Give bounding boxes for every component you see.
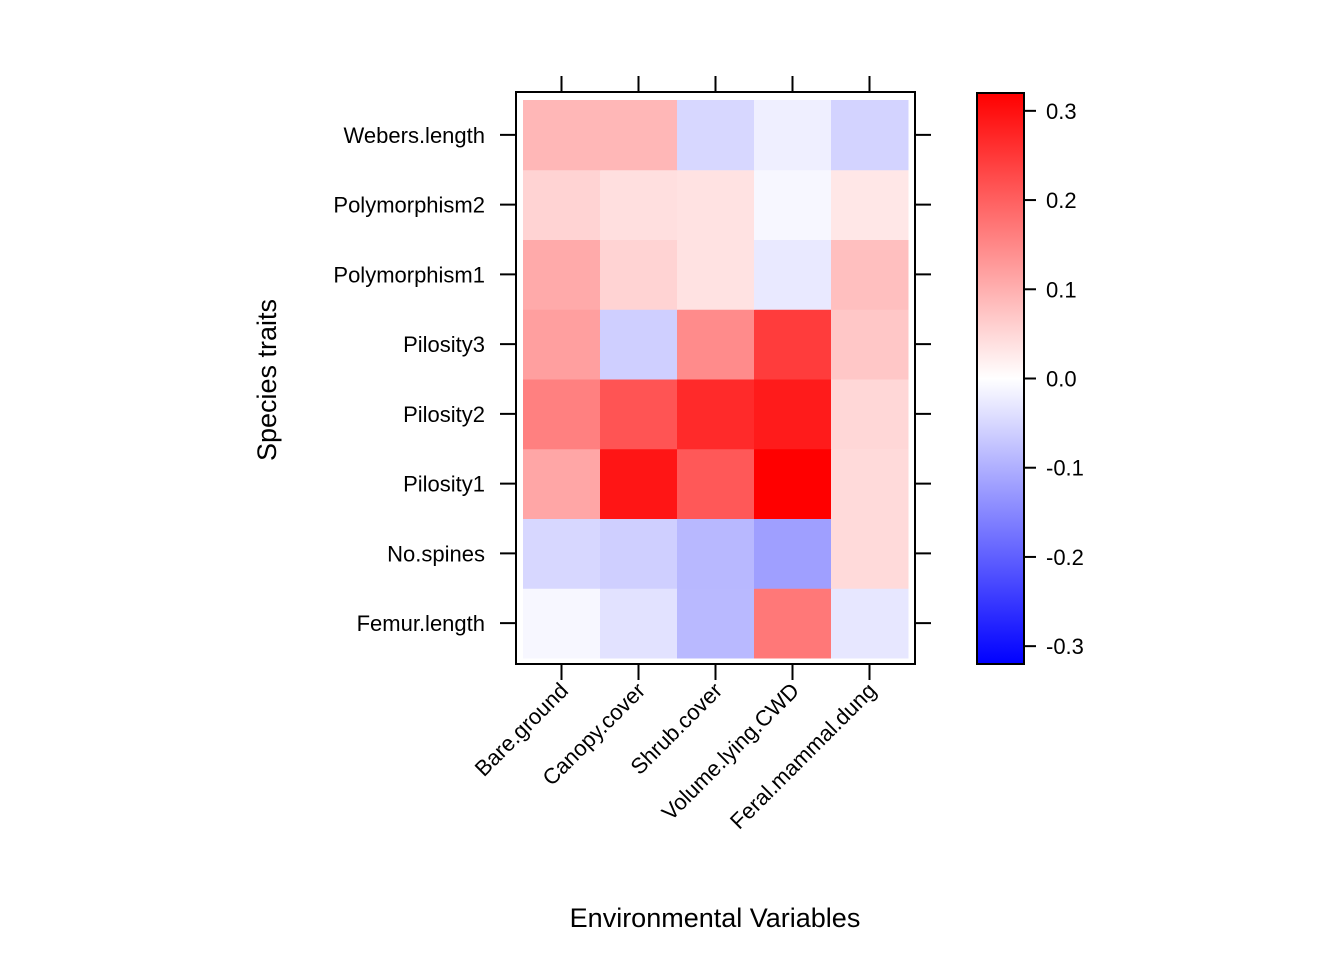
- heatmap-cell: [677, 518, 755, 589]
- heatmap-cell: [677, 239, 755, 310]
- heatmap-cell: [831, 448, 909, 519]
- heatmap-cell: [677, 588, 755, 659]
- heatmap-cell: [600, 169, 678, 240]
- heatmap-cell: [754, 448, 832, 519]
- y-axis-ticks: [500, 133, 931, 625]
- heatmap-cell: [754, 169, 832, 240]
- heatmap-cell: [677, 100, 755, 171]
- y-axis-title: Species traits: [252, 299, 282, 461]
- y-axis-tick-labels: Femur.length No.spines Pilosity1 Pilosity2 P…: [333, 123, 485, 636]
- heatmap-cell: [523, 379, 601, 450]
- heatmap-cell: [600, 518, 678, 589]
- x-axis-title: Environmental Variables: [570, 903, 861, 933]
- colorbar: [976, 92, 1025, 665]
- heatmap-cell: [600, 379, 678, 450]
- heatmap-cell: [831, 100, 909, 171]
- heatmap-cell: [523, 448, 601, 519]
- heatmap-cell: [523, 588, 601, 659]
- heatmap-cell: [754, 100, 832, 171]
- colorbar-tick-label: -0.2: [1046, 545, 1084, 570]
- colorbar-tick-label: 0.1: [1046, 277, 1077, 302]
- heatmap-cell: [754, 518, 832, 589]
- heatmap-cell: [677, 169, 755, 240]
- heatmap-cell: [677, 448, 755, 519]
- colorbar-tick-label: 0.2: [1046, 188, 1077, 213]
- heatmap-cell: [831, 309, 909, 380]
- x-tick-label: Feral.mammal.dung: [725, 678, 881, 834]
- heatmap-cell: [523, 309, 601, 380]
- colorbar-tick-label: -0.1: [1046, 456, 1084, 481]
- heatmap-cell: [600, 100, 678, 171]
- heatmap-cell: [523, 239, 601, 310]
- heatmap-cell: [677, 309, 755, 380]
- y-tick-label: No.spines: [387, 541, 485, 566]
- y-tick-label: Pilosity3: [403, 332, 485, 357]
- colorbar-tick-label: -0.3: [1046, 634, 1084, 659]
- heatmap-cell: [600, 239, 678, 310]
- heatmap-cell: [754, 309, 832, 380]
- heatmap-cell: [600, 309, 678, 380]
- heatmap-cell: [523, 100, 601, 171]
- heatmap-cell: [600, 448, 678, 519]
- heatmap-cell: [831, 588, 909, 659]
- heatmap-cell: [677, 379, 755, 450]
- y-tick-label: Pilosity2: [403, 402, 485, 427]
- heatmap-cell: [754, 588, 832, 659]
- x-tick-label: Volume.lying.CWD: [657, 678, 804, 825]
- heatmap-cell: [831, 169, 909, 240]
- heatmap-cell: [754, 379, 832, 450]
- heatmap-cell: [831, 518, 909, 589]
- colorbar-tick-label: 0.0: [1046, 367, 1077, 392]
- colorbar-tick-label: 0.3: [1046, 99, 1077, 124]
- x-axis-ticks: [560, 76, 871, 680]
- y-tick-label: Polymorphism1: [333, 262, 485, 287]
- heatmap-cell: [831, 379, 909, 450]
- y-tick-label: Polymorphism2: [333, 193, 485, 218]
- heatmap-cell: [600, 588, 678, 659]
- y-tick-label: Femur.length: [357, 611, 485, 636]
- heatmap-cell: [523, 518, 601, 589]
- heatmap-cell: [523, 169, 601, 240]
- y-tick-label: Pilosity1: [403, 472, 485, 497]
- heatmap-cells: [523, 100, 909, 659]
- heatmap-cell: [831, 239, 909, 310]
- y-tick-label: Webers.length: [344, 123, 485, 148]
- heatmap-cell: [754, 239, 832, 310]
- x-axis-tick-labels: Bare.groundCanopy.coverShrub.coverVolume…: [470, 678, 881, 834]
- colorbar-ticks: 0.3 0.2 0.1 0.0 -0.1 -0.2 -0.3: [1024, 99, 1084, 659]
